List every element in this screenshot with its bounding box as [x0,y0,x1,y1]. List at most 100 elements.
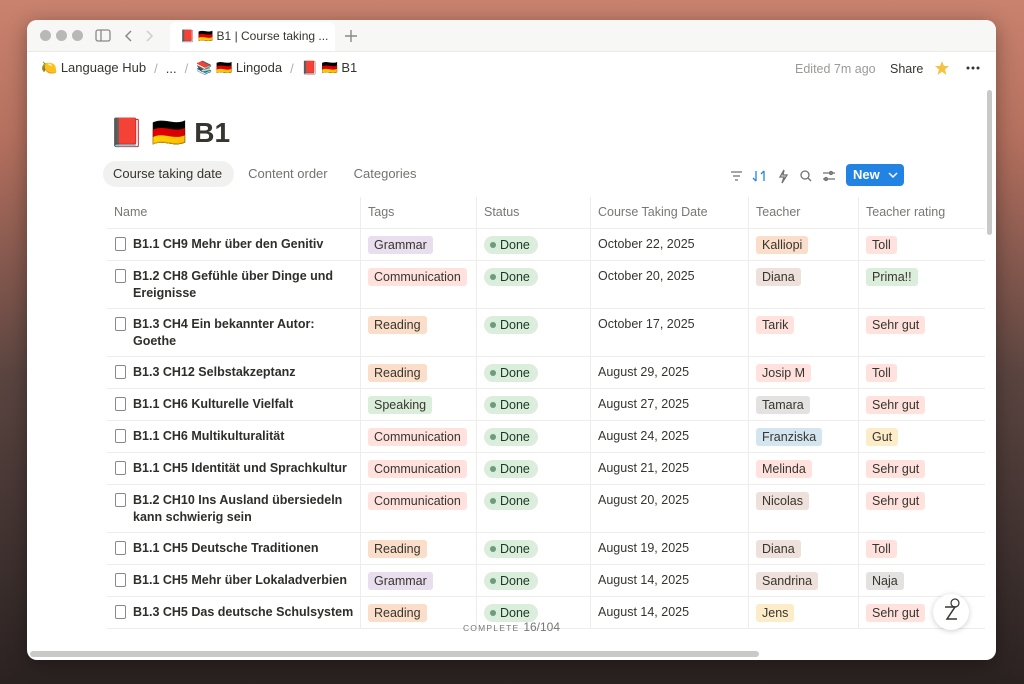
browser-window: 📕 🇩🇪 B1 | Course taking ... 🍋 Language H… [27,20,996,660]
status-cell: Done [477,533,591,564]
row-name[interactable]: B1.1 CH5 Deutsche Traditionen [107,533,361,564]
row-name[interactable]: B1.1 CH6 Multikulturalität [107,421,361,452]
table-row[interactable]: B1.3 CH5 Das deutsche Schulsystem Reading… [107,597,985,629]
new-button[interactable]: New [846,164,904,186]
date-cell: August 24, 2025 [591,421,749,452]
sidebar-toggle[interactable] [95,29,111,42]
status-cell: Done [477,261,591,308]
teacher-pill: Kalliopi [756,236,809,254]
teacher-pill: Sandrina [756,572,819,590]
date-cell: August 14, 2025 [591,597,749,628]
status-cell: Done [477,389,591,420]
status-pill: Done [484,268,538,286]
column-header[interactable]: Name [107,197,361,228]
search-icon[interactable] [800,170,810,180]
row-name[interactable]: B1.1 CH5 Identität und Sprachkultur [107,453,361,484]
new-dropdown[interactable] [887,171,899,181]
row-name[interactable]: B1.3 CH12 Selbstakzeptanz [107,357,361,388]
column-header[interactable]: Teacher rating [866,205,946,219]
favorite-button[interactable] [935,61,949,75]
row-name[interactable]: B1.1 CH9 Mehr über den Genitiv [107,229,361,260]
automation-icon[interactable] [778,169,789,184]
table-row[interactable]: B1.1 CH5 Mehr über Lokaladverbien Grammar… [107,565,985,597]
forward-button[interactable] [146,30,154,42]
breadcrumb-item[interactable]: ... [166,61,177,76]
status-pill: Done [484,604,538,622]
status-pill: Done [484,572,538,590]
column-header[interactable]: Status [477,197,591,228]
new-tab-button[interactable] [344,29,358,43]
tag-pill: Grammar [368,236,433,254]
page-title-text: B1 [194,117,231,148]
date-cell: October 17, 2025 [591,309,749,356]
view-tab[interactable]: Content order [248,166,328,181]
footer-count: 16/104 [523,620,561,634]
rating-cell: Sehr gut [859,485,985,532]
view-tab[interactable]: Course taking date [103,161,235,187]
horizontal-scrollbar[interactable] [30,651,759,657]
filter-icon[interactable] [731,171,742,181]
table-row[interactable]: B1.2 CH8 Gefühle über Dinge und Ereignis… [107,261,985,309]
teacher-cell: Franziska [749,421,859,452]
window-close[interactable] [40,30,51,41]
rating-pill: Sehr gut [866,492,926,510]
row-name[interactable]: B1.2 CH8 Gefühle über Dinge und Ereignis… [107,261,361,308]
rating-cell: Sehr gut [859,309,985,356]
back-button[interactable] [124,30,132,42]
rating-pill: Sehr gut [866,460,926,478]
window-zoom[interactable] [72,30,83,41]
breadcrumb: 🍋 Language Hub /... / 📚 🇩🇪 Lingoda / 📕 🇩🇪 B1 [41,60,357,76]
teacher-pill: Tarik [756,316,795,334]
table-row[interactable]: B1.2 CH10 Ins Ausland übersiedeln kann s… [107,485,985,533]
status-pill: Done [484,396,538,414]
view-tab[interactable]: Categories [353,166,417,181]
date-cell: October 22, 2025 [591,229,749,260]
breadcrumb-item[interactable]: 🍋 Language Hub [41,60,146,76]
table-header: Name Tags Status Course Taking Date Teacher T… [107,197,985,229]
table-row[interactable]: B1.1 CH5 Deutsche Traditionen Reading Done… [107,533,985,565]
breadcrumb-item[interactable]: 📕 🇩🇪 B1 [302,60,358,76]
rating-cell: Naja [859,565,985,596]
teacher-pill: Diana [756,268,801,286]
more-button[interactable] [966,66,980,70]
table-row[interactable]: B1.1 CH5 Identität und Sprachkultur Commu… [107,453,985,485]
table-row[interactable]: B1.1 CH6 Kulturelle Vielfalt Speaking Done… [107,389,985,421]
breadcrumb-item[interactable]: 📚 🇩🇪 Lingoda [196,60,282,76]
column-header[interactable]: Teacher [749,197,859,228]
rating-cell: Gut [859,421,985,452]
row-name[interactable]: B1.2 CH10 Ins Ausland übersiedeln kann s… [107,485,361,532]
tag-pill: Communication [368,268,467,286]
tag-cell: Grammar [361,565,477,596]
table-row[interactable]: B1.3 CH12 Selbstakzeptanz Reading Done Augu… [107,357,985,389]
share-button[interactable]: Share [890,62,924,76]
table-row[interactable]: B1.1 CH6 Multikulturalität Communication D… [107,421,985,453]
help-icon [945,598,960,620]
row-name[interactable]: B1.3 CH5 Das deutsche Schulsystem [107,597,361,628]
rating-pill: Toll [866,364,897,382]
teacher-pill: Nicolas [756,492,809,510]
table-row[interactable]: B1.1 CH9 Mehr über den Genitiv Grammar Don… [107,229,985,261]
column-header[interactable]: Course Taking Date [591,197,749,228]
sort-icon[interactable] [752,170,765,182]
teacher-cell: Diana [749,261,859,308]
column-header[interactable]: Tags [361,197,477,228]
window-minimize[interactable] [56,30,67,41]
row-name[interactable]: B1.1 CH5 Mehr über Lokaladverbien [107,565,361,596]
row-name[interactable]: B1.1 CH6 Kulturelle Vielfalt [107,389,361,420]
status-cell: Done [477,229,591,260]
teacher-cell: Tarik [749,309,859,356]
date-cell: August 14, 2025 [591,565,749,596]
browser-tab[interactable]: 📕 🇩🇪 B1 | Course taking ... [170,22,335,51]
teacher-pill: Tamara [756,396,810,414]
breadcrumb-icon: 🍋 [41,60,58,75]
vertical-scrollbar[interactable] [987,90,992,235]
help-button[interactable] [933,594,969,630]
table-row[interactable]: B1.3 CH4 Ein bekannter Autor: Goethe Read… [107,309,985,357]
row-name[interactable]: B1.3 CH4 Ein bekannter Autor: Goethe [107,309,361,356]
breadcrumb-separator: / [290,60,294,76]
tag-cell: Speaking [361,389,477,420]
teacher-cell: Nicolas [749,485,859,532]
rating-pill: Naja [866,572,904,590]
rating-pill: Prima!! [866,268,918,286]
